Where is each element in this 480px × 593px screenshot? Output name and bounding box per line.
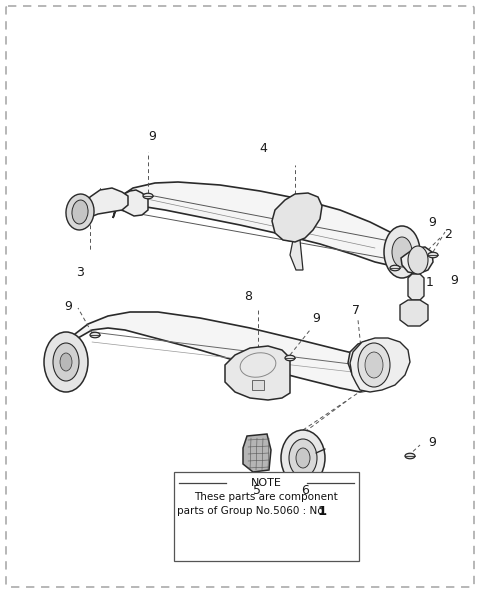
Text: 9: 9 [64, 299, 72, 313]
Ellipse shape [384, 226, 420, 278]
Text: NOTE: NOTE [251, 478, 282, 488]
Polygon shape [113, 182, 402, 265]
Ellipse shape [60, 353, 72, 371]
Ellipse shape [143, 193, 153, 199]
FancyBboxPatch shape [174, 472, 359, 562]
Ellipse shape [296, 448, 310, 468]
Ellipse shape [90, 332, 100, 338]
Ellipse shape [392, 237, 412, 267]
Ellipse shape [72, 200, 88, 224]
Text: 4: 4 [259, 142, 267, 155]
Text: 9: 9 [312, 311, 320, 324]
Ellipse shape [365, 352, 383, 378]
Polygon shape [252, 380, 264, 390]
Ellipse shape [44, 332, 88, 392]
Polygon shape [401, 247, 433, 274]
Text: 6: 6 [301, 483, 309, 496]
Text: parts of Group No.5060 : No.: parts of Group No.5060 : No. [178, 506, 327, 517]
Text: 9: 9 [148, 129, 156, 142]
Ellipse shape [358, 343, 390, 387]
FancyBboxPatch shape [6, 6, 474, 587]
Ellipse shape [390, 265, 400, 271]
Ellipse shape [428, 252, 438, 258]
Text: 2: 2 [444, 228, 452, 241]
Text: 1: 1 [318, 505, 327, 518]
Text: 9: 9 [450, 273, 458, 286]
Ellipse shape [53, 343, 79, 381]
Text: 9: 9 [428, 215, 436, 228]
Text: These parts are component: These parts are component [194, 492, 338, 502]
Ellipse shape [66, 194, 94, 230]
Ellipse shape [408, 246, 428, 274]
Text: 8: 8 [244, 289, 252, 302]
Polygon shape [348, 340, 394, 390]
Text: 3: 3 [76, 266, 84, 279]
Text: 9: 9 [428, 435, 436, 448]
Polygon shape [408, 274, 424, 300]
Polygon shape [290, 240, 303, 270]
Text: 1: 1 [426, 276, 434, 289]
Ellipse shape [285, 355, 295, 361]
Polygon shape [118, 190, 148, 216]
Polygon shape [243, 434, 271, 472]
Text: 5: 5 [253, 483, 261, 496]
Text: 7: 7 [352, 304, 360, 317]
Polygon shape [225, 346, 290, 400]
Polygon shape [400, 300, 428, 326]
Ellipse shape [289, 439, 317, 477]
Polygon shape [350, 338, 410, 392]
Ellipse shape [281, 430, 325, 486]
Polygon shape [83, 188, 128, 218]
Ellipse shape [405, 453, 415, 459]
Polygon shape [68, 312, 382, 392]
Polygon shape [272, 193, 322, 242]
